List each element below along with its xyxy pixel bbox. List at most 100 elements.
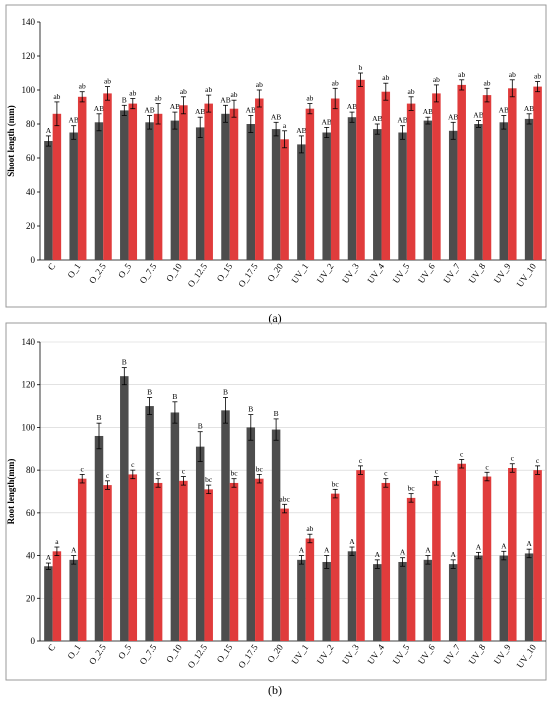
significance-label: b (359, 63, 363, 72)
y-tick-label: 100 (22, 85, 36, 95)
bar-series-2 (179, 480, 188, 641)
bar-series-1 (423, 559, 433, 641)
bar-series-2 (128, 474, 138, 641)
bar-series-1 (44, 141, 53, 260)
bar-series-1 (120, 376, 129, 641)
bar-series-1 (170, 120, 180, 260)
significance-label: c (182, 467, 186, 476)
significance-label: A (425, 546, 431, 555)
significance-label: ab (382, 73, 389, 82)
bar-series-2 (381, 482, 391, 641)
bar-series-2 (381, 91, 391, 260)
bar-series-1 (398, 132, 407, 260)
significance-label: ab (230, 90, 237, 99)
bar-series-2 (330, 493, 340, 641)
y-tick-label: 40 (26, 187, 36, 197)
y-tick-label: 20 (26, 221, 36, 231)
significance-label: A (46, 553, 52, 562)
significance-label: AB (296, 126, 306, 135)
bar-series-1 (347, 551, 357, 641)
significance-label: ab (104, 77, 111, 86)
panel-frame (5, 322, 547, 681)
bar-series-2 (52, 551, 62, 641)
y-tick-label: 20 (26, 593, 36, 603)
significance-label: ab (534, 72, 541, 81)
bar-series-1 (474, 555, 483, 641)
significance-label: c (81, 464, 85, 473)
significance-label: AB (246, 106, 256, 115)
significance-label: c (131, 460, 135, 469)
bar-series-2 (229, 482, 239, 641)
significance-label: AB (271, 112, 281, 121)
bar-series-1 (373, 129, 382, 260)
bar-series-2 (305, 538, 315, 641)
y-tick-label: 80 (26, 465, 36, 475)
significance-label: ab (332, 78, 339, 87)
bar-series-2 (103, 93, 112, 261)
bar-series-1 (499, 555, 509, 641)
y-tick-label: 120 (22, 51, 36, 61)
y-tick-label: 40 (26, 551, 36, 561)
significance-label: A (476, 542, 482, 551)
bar-series-2 (280, 139, 289, 260)
significance-label: a (55, 537, 59, 546)
bar-series-2 (432, 93, 441, 261)
significance-label: B (274, 409, 279, 418)
bar-series-1 (69, 132, 78, 260)
bar-series-2 (255, 98, 264, 260)
y-axis-label: Root length(mm) (6, 459, 16, 525)
significance-label: c (156, 469, 160, 478)
significance-label: A (526, 539, 532, 548)
bar-series-2 (229, 108, 239, 260)
bar-series-2 (457, 463, 466, 641)
significance-label: ab (53, 92, 60, 101)
significance-label: B (122, 95, 127, 104)
bar-series-2 (356, 79, 365, 260)
significance-label: bc (230, 469, 238, 478)
y-tick-label: 0 (31, 636, 36, 646)
significance-label: c (359, 456, 363, 465)
y-tick-label: 80 (26, 119, 36, 129)
bar-series-2 (457, 84, 466, 261)
bar-series-2 (533, 86, 542, 260)
significance-label: A (349, 537, 355, 546)
bar-series-1 (373, 564, 382, 641)
y-tick-label: 120 (22, 380, 36, 390)
significance-label: c (106, 471, 110, 480)
significance-label: AB (473, 111, 483, 120)
bar-series-1 (94, 122, 104, 260)
bar-series-2 (330, 98, 340, 260)
bar-series-1 (271, 129, 281, 260)
significance-label: ab (180, 87, 187, 96)
bar-series-2 (432, 480, 441, 641)
significance-label: A (71, 546, 77, 555)
significance-label: AB (347, 102, 357, 111)
panel-caption: (a) (268, 311, 281, 325)
significance-label: B (223, 388, 228, 397)
y-tick-label: 0 (31, 255, 36, 265)
significance-label: AB (499, 106, 509, 115)
bar-series-1 (524, 553, 534, 641)
significance-label: c (485, 462, 489, 471)
bar-series-2 (406, 103, 416, 260)
significance-label: abc (279, 494, 290, 503)
significance-label: ab (205, 85, 212, 94)
significance-label: AB (321, 117, 331, 126)
significance-label: AB (195, 107, 205, 116)
significance-label: bc (205, 475, 213, 484)
bar-series-1 (195, 127, 205, 261)
significance-label: A (400, 548, 406, 557)
significance-label: A (450, 550, 456, 559)
significance-label: A (46, 126, 52, 135)
significance-label: AB (524, 104, 534, 113)
significance-label: ab (129, 89, 136, 98)
bar-series-1 (44, 566, 53, 641)
significance-label: c (435, 467, 439, 476)
bar-series-1 (120, 110, 129, 261)
bar-series-1 (170, 412, 180, 641)
bar-series-2 (77, 478, 87, 641)
bar-series-1 (448, 564, 458, 641)
bar-series-1 (423, 120, 433, 260)
